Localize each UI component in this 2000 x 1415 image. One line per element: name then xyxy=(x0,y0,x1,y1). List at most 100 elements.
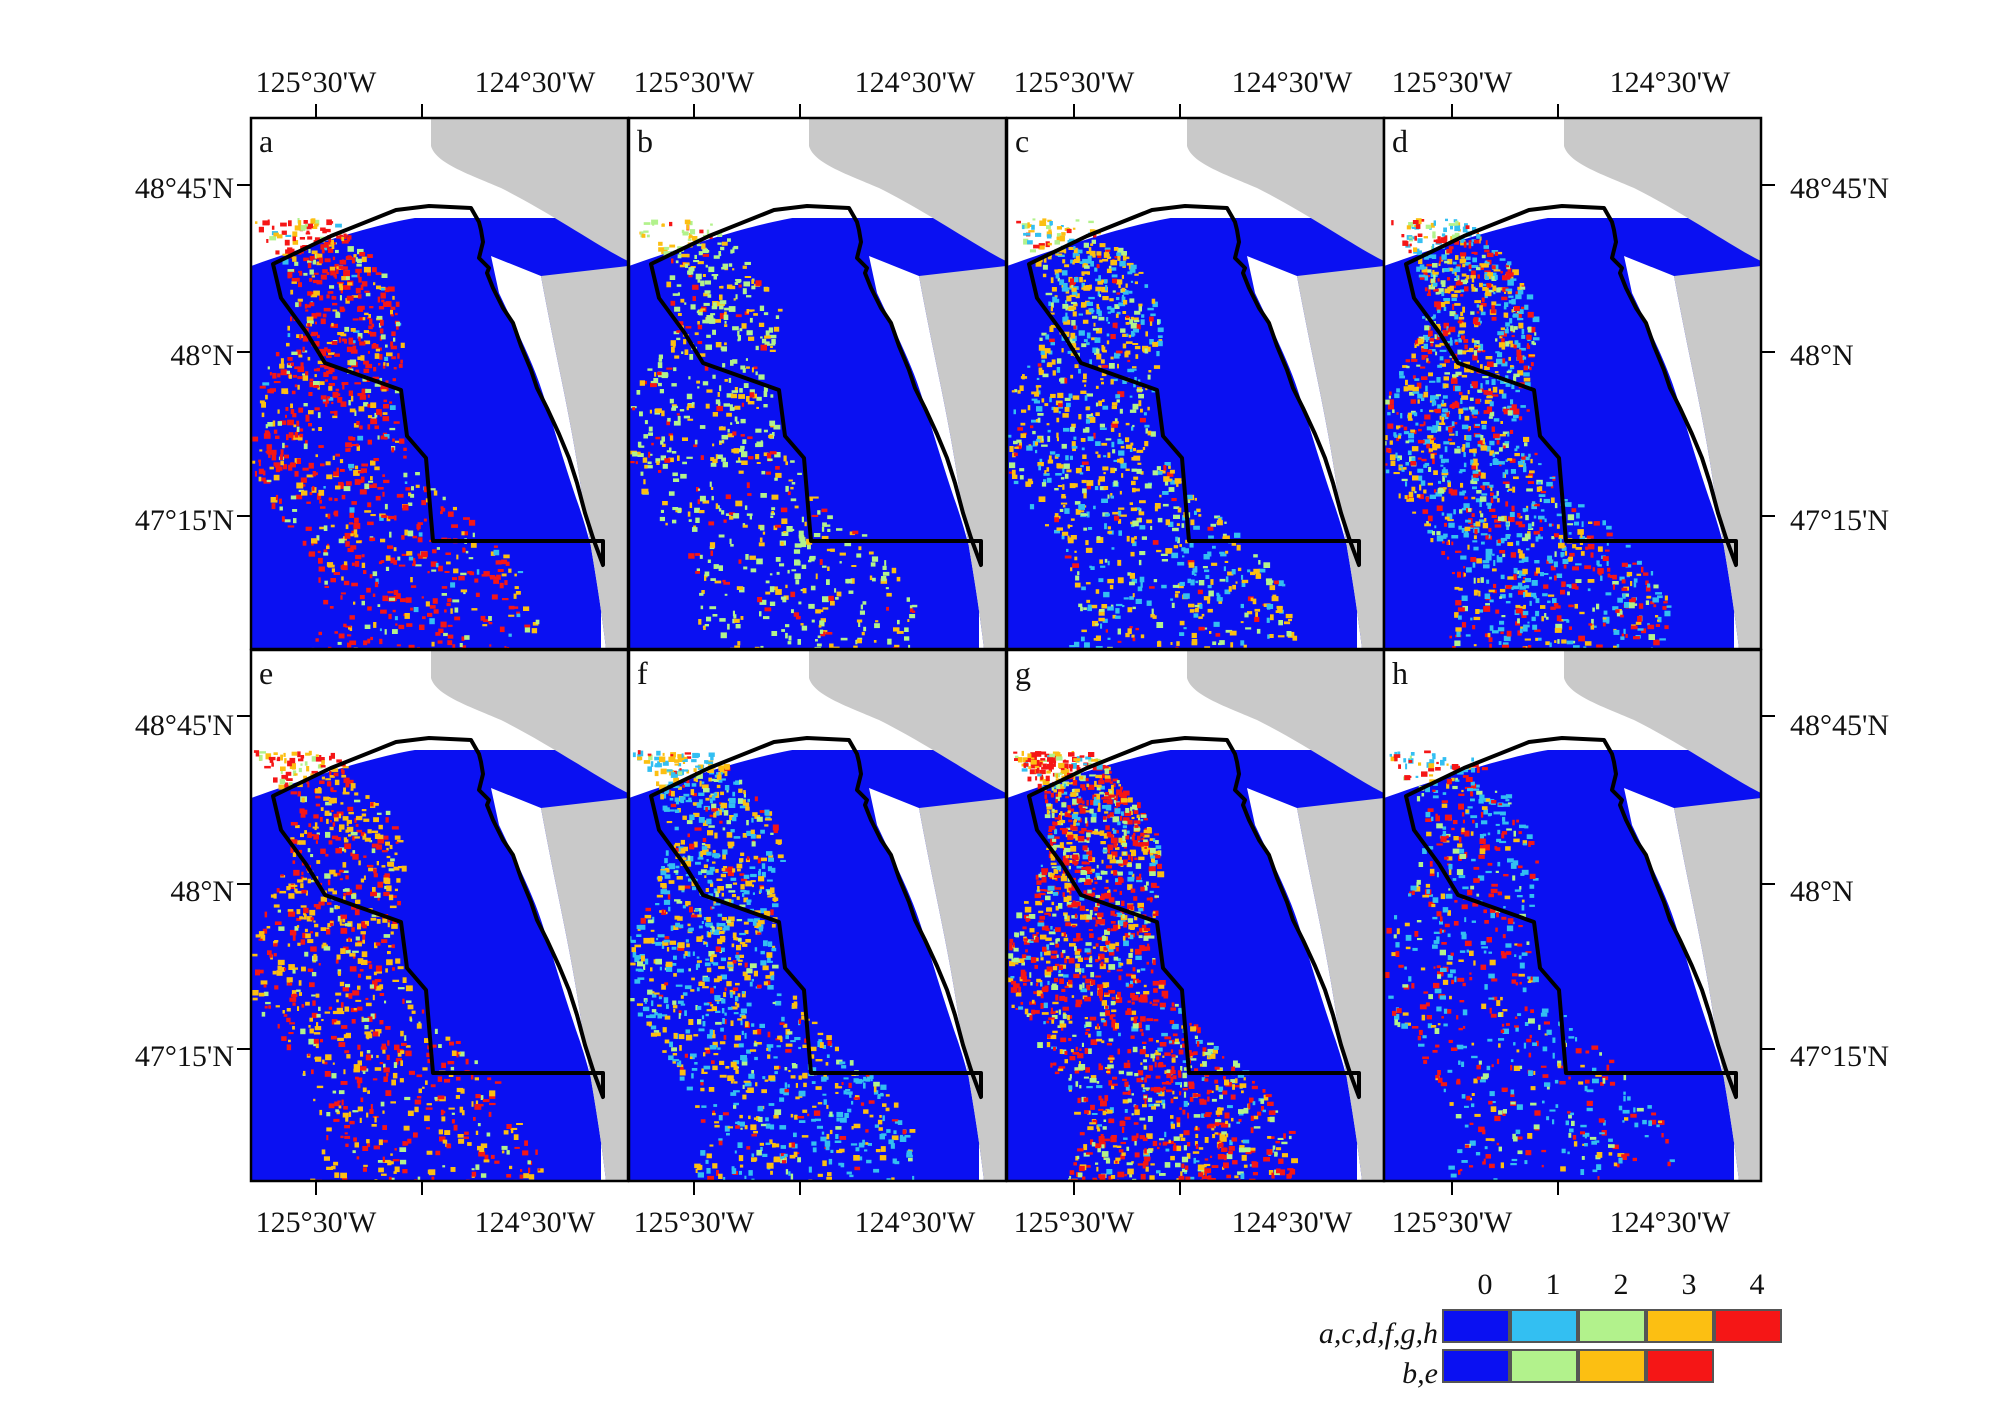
no-data-area xyxy=(629,650,869,798)
panel-label: a xyxy=(259,123,273,159)
lat-tick-label: 48°45'N xyxy=(135,172,234,205)
left-lat-labels: 48°45'N 48°N 47°15'N 48°45'N 48°N 47°15'… xyxy=(135,172,234,1073)
classification-cells xyxy=(1007,750,1298,1181)
legend-swatch xyxy=(1578,1309,1646,1343)
lon-tick-label: 125°30'W xyxy=(256,1206,377,1239)
no-data-area xyxy=(251,650,491,798)
legend-swatch xyxy=(1714,1309,1782,1343)
coastal-strip xyxy=(1624,256,1739,649)
lon-tick-label: 124°30'W xyxy=(1232,1206,1353,1239)
legend-swatch xyxy=(1646,1309,1714,1343)
coastal-strip xyxy=(491,788,606,1181)
panel-b: b xyxy=(627,116,1008,651)
lon-tick-label: 124°30'W xyxy=(475,66,596,99)
panel-label: e xyxy=(259,655,273,691)
classification-cells xyxy=(629,750,916,1181)
land-mass-north xyxy=(431,650,628,793)
land-mass xyxy=(1297,798,1384,1181)
legend-swatch xyxy=(1442,1349,1510,1383)
legend: 0 1 2 3 4 a,c,d,f,g,h b,e xyxy=(1319,1268,1782,1390)
panel-frame xyxy=(1382,648,1763,1183)
panel-label: f xyxy=(637,655,648,691)
panel-label: b xyxy=(637,123,653,159)
land-mass-north xyxy=(1187,118,1384,261)
coastal-strip xyxy=(491,256,606,649)
study-area-boundary xyxy=(649,736,983,1099)
land-mass-north xyxy=(809,118,1006,261)
legend-row1-label: a,c,d,f,g,h xyxy=(1319,1317,1438,1350)
panel-g: g xyxy=(1005,648,1386,1183)
classification-cells xyxy=(1007,218,1298,649)
lon-tick-label: 125°30'W xyxy=(1014,66,1135,99)
coastal-strip xyxy=(869,256,984,649)
panel-label: d xyxy=(1392,123,1408,159)
legend-row2-label: b,e xyxy=(1402,1357,1438,1390)
study-area-boundary xyxy=(1404,736,1738,1099)
lat-tick-label: 47°15'N xyxy=(135,1040,234,1073)
map-panels: a b c d e f g h xyxy=(249,116,1763,1183)
legend-row2-swatches xyxy=(1442,1349,1714,1383)
axes: 125°30'W 124°30'W 125°30'W 124°30'W 125°… xyxy=(135,66,1889,1239)
study-area-boundary xyxy=(271,204,605,567)
land-mass xyxy=(919,798,1006,1181)
lon-tick-label: 125°30'W xyxy=(1392,66,1513,99)
land-mass-north xyxy=(1187,650,1384,793)
land-mass xyxy=(541,798,628,1181)
lon-tick-label: 125°30'W xyxy=(634,1206,755,1239)
land-mass xyxy=(1674,798,1761,1181)
land-mass-north xyxy=(431,118,628,261)
panel-c: c xyxy=(1005,116,1386,651)
lon-tick-label: 124°30'W xyxy=(1232,66,1353,99)
panel-label: h xyxy=(1392,655,1408,691)
classification-cells xyxy=(630,219,918,649)
lat-tick-label: 48°45'N xyxy=(1790,709,1889,742)
land-mass xyxy=(919,266,1006,649)
classification-cells xyxy=(1384,750,1675,1181)
legend-swatch xyxy=(1442,1309,1510,1343)
lat-tick-label: 48°N xyxy=(1790,875,1854,908)
legend-value-label: 4 xyxy=(1750,1268,1765,1301)
legend-value-label: 0 xyxy=(1478,1268,1493,1301)
lat-tick-label: 47°15'N xyxy=(135,504,234,537)
classification-cells xyxy=(251,750,544,1181)
legend-swatch xyxy=(1510,1349,1578,1383)
lat-tick-label: 47°15'N xyxy=(1790,504,1889,537)
lon-tick-label: 124°30'W xyxy=(1610,1206,1731,1239)
lon-tick-label: 124°30'W xyxy=(475,1206,596,1239)
lon-tick-label: 125°30'W xyxy=(1392,1206,1513,1239)
lon-tick-label: 125°30'W xyxy=(634,66,755,99)
panel-d: d xyxy=(1382,116,1763,651)
coastal-strip xyxy=(1247,788,1362,1181)
lon-tick-label: 124°30'W xyxy=(855,66,976,99)
land-mass-north xyxy=(1564,650,1761,793)
classification-cells xyxy=(251,218,540,649)
top-lon-labels: 125°30'W 124°30'W 125°30'W 124°30'W 125°… xyxy=(256,66,1731,99)
coastal-strip xyxy=(869,788,984,1181)
land-mass-north xyxy=(809,650,1006,793)
legend-swatch xyxy=(1646,1349,1714,1383)
coastal-strip xyxy=(1247,256,1362,649)
panel-label: c xyxy=(1015,123,1029,159)
classification-cells xyxy=(1384,218,1672,649)
study-area-boundary xyxy=(649,204,983,567)
panel-e: e xyxy=(249,648,630,1183)
lat-tick-label: 47°15'N xyxy=(1790,1040,1889,1073)
lon-tick-label: 124°30'W xyxy=(1610,66,1731,99)
legend-value-label: 1 xyxy=(1546,1268,1561,1301)
lat-tick-label: 48°45'N xyxy=(1790,172,1889,205)
lat-tick-label: 48°N xyxy=(170,339,234,372)
study-area-boundary xyxy=(271,736,605,1099)
legend-row1-swatches xyxy=(1442,1309,1782,1343)
study-area-boundary xyxy=(1027,204,1361,567)
land-mass xyxy=(1674,266,1761,649)
lon-tick-label: 125°30'W xyxy=(256,66,377,99)
panel-label: g xyxy=(1015,655,1031,691)
study-area-boundary xyxy=(1027,736,1361,1099)
lat-tick-label: 48°45'N xyxy=(135,709,234,742)
land-mass xyxy=(1297,266,1384,649)
land-mass xyxy=(541,266,628,649)
land-mass-north xyxy=(1564,118,1761,261)
legend-value-label: 2 xyxy=(1614,1268,1629,1301)
right-lat-labels: 48°45'N 48°N 47°15'N 48°45'N 48°N 47°15'… xyxy=(1790,172,1889,1073)
lat-tick-label: 48°N xyxy=(170,875,234,908)
